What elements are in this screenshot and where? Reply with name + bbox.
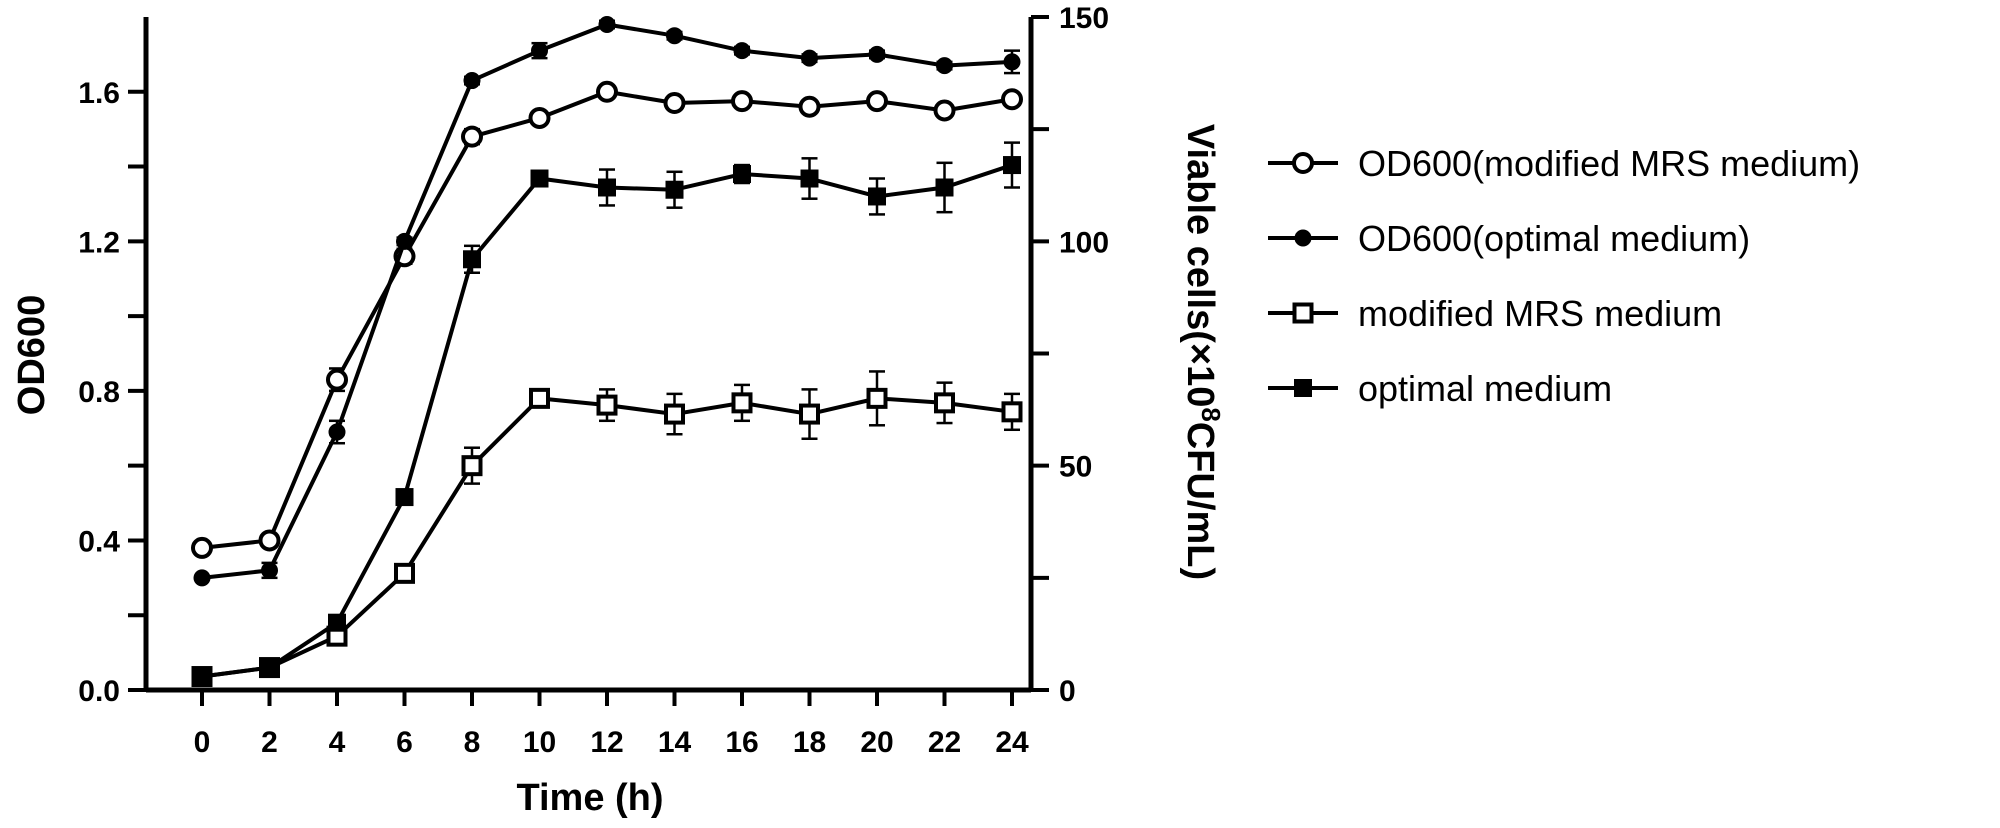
data-point — [394, 562, 415, 584]
legend-label: modified MRS medium — [1358, 293, 1722, 334]
data-point — [461, 125, 483, 148]
x-tick-label: 16 — [725, 726, 758, 759]
data-point — [798, 95, 821, 118]
data-point — [866, 387, 888, 409]
left-y-tick-label: 0.8 — [78, 376, 120, 409]
x-tick-label: 10 — [523, 726, 556, 759]
data-point — [529, 387, 550, 409]
x-tick-label: 0 — [194, 726, 211, 759]
legend-marker — [1292, 152, 1314, 174]
legend-item: OD600(optimal medium) — [1268, 218, 1750, 259]
series-line — [201, 22, 1013, 580]
left-y-tick-label: 0.0 — [78, 675, 120, 708]
data-point — [531, 42, 548, 60]
x-tick-label: 18 — [793, 726, 826, 759]
data-point — [463, 250, 481, 269]
data-point — [261, 561, 278, 579]
data-point — [664, 403, 685, 425]
data-point — [396, 232, 413, 250]
data-point — [868, 45, 886, 63]
left-y-tick-label: 0.4 — [78, 525, 120, 558]
legend-marker — [1294, 229, 1312, 247]
series-4 — [193, 141, 1021, 686]
x-axis-title: Time (h) — [516, 777, 663, 819]
data-point — [258, 529, 281, 552]
data-point — [328, 423, 346, 441]
right-y-axis-title-suffix: CFU/mL) — [1179, 422, 1221, 580]
data-point — [463, 72, 481, 90]
data-point — [933, 99, 956, 122]
right-y-tick-label: 150 — [1059, 2, 1109, 35]
axes-layer — [143, 17, 1034, 693]
data-point — [731, 90, 753, 113]
data-point — [936, 57, 953, 75]
right-y-axis-title-exponent: 8 — [1196, 407, 1226, 421]
data-point — [665, 180, 684, 199]
right-y-axis-title-prefix: Viable cells(×10 — [1179, 124, 1221, 407]
data-point — [1001, 401, 1023, 423]
right-y-tick-label: 100 — [1059, 226, 1109, 259]
data-point — [800, 169, 819, 188]
data-point — [1003, 53, 1021, 71]
right-y-tick-label: 0 — [1059, 675, 1076, 708]
data-point — [733, 165, 751, 184]
data-point — [866, 90, 888, 113]
data-point — [528, 106, 551, 129]
data-point — [260, 658, 279, 677]
left-y-tick-label: 1.6 — [78, 77, 120, 110]
legend-label: optimal medium — [1358, 368, 1612, 409]
data-point — [598, 15, 616, 33]
x-tick-label: 6 — [396, 726, 413, 759]
series-2 — [193, 15, 1021, 587]
data-point — [461, 455, 483, 477]
series-line — [201, 396, 1013, 679]
legend-label: OD600(modified MRS medium) — [1358, 143, 1860, 184]
right-y-axis-title: Viable cells(×108CFU/mL) — [1179, 124, 1226, 580]
legend-item: optimal medium — [1268, 368, 1612, 409]
series-layer — [191, 15, 1023, 688]
right-y-tick-label: 50 — [1059, 451, 1092, 484]
data-point — [731, 392, 753, 414]
series-1 — [191, 80, 1023, 559]
data-point — [328, 613, 346, 632]
data-point — [868, 187, 886, 206]
legend-item: modified MRS medium — [1268, 293, 1722, 334]
x-tick-label: 20 — [860, 726, 893, 759]
data-point — [935, 178, 954, 197]
data-point — [596, 394, 618, 416]
data-point — [1003, 156, 1021, 175]
data-point — [934, 392, 955, 414]
x-tick-label: 8 — [464, 726, 481, 759]
data-point — [801, 49, 818, 67]
data-point — [598, 178, 616, 197]
data-point — [1001, 88, 1023, 111]
x-tick-label: 12 — [590, 726, 623, 759]
x-tick-label: 24 — [995, 726, 1029, 759]
data-point — [326, 368, 348, 391]
left-y-tick-label: 1.2 — [78, 226, 120, 259]
data-point — [733, 42, 751, 60]
data-point — [663, 91, 686, 114]
data-point — [193, 569, 211, 587]
series-line — [201, 89, 1013, 550]
legend-label: OD600(optimal medium) — [1358, 218, 1750, 259]
data-point — [666, 27, 683, 45]
data-point — [191, 536, 213, 559]
data-point — [530, 169, 549, 188]
legend-item: OD600(modified MRS medium) — [1268, 143, 1860, 184]
x-tick-label: 14 — [658, 726, 692, 759]
x-tick-label: 2 — [261, 726, 278, 759]
data-point — [596, 80, 618, 103]
data-point — [193, 667, 211, 686]
x-tick-label: 22 — [928, 726, 961, 759]
legend: OD600(modified MRS medium) OD600(optimal … — [1268, 143, 1860, 409]
ticks-layer: 0 2 4 6 8 10 12 14 16 18 20 22 240.00.40.81.21.60501… — [78, 2, 1109, 759]
left-y-axis-title: OD600 — [11, 295, 53, 415]
data-point — [799, 403, 820, 425]
legend-marker — [1294, 379, 1312, 397]
x-tick-label: 4 — [329, 726, 346, 759]
data-point — [395, 488, 414, 507]
legend-marker — [1292, 302, 1314, 324]
